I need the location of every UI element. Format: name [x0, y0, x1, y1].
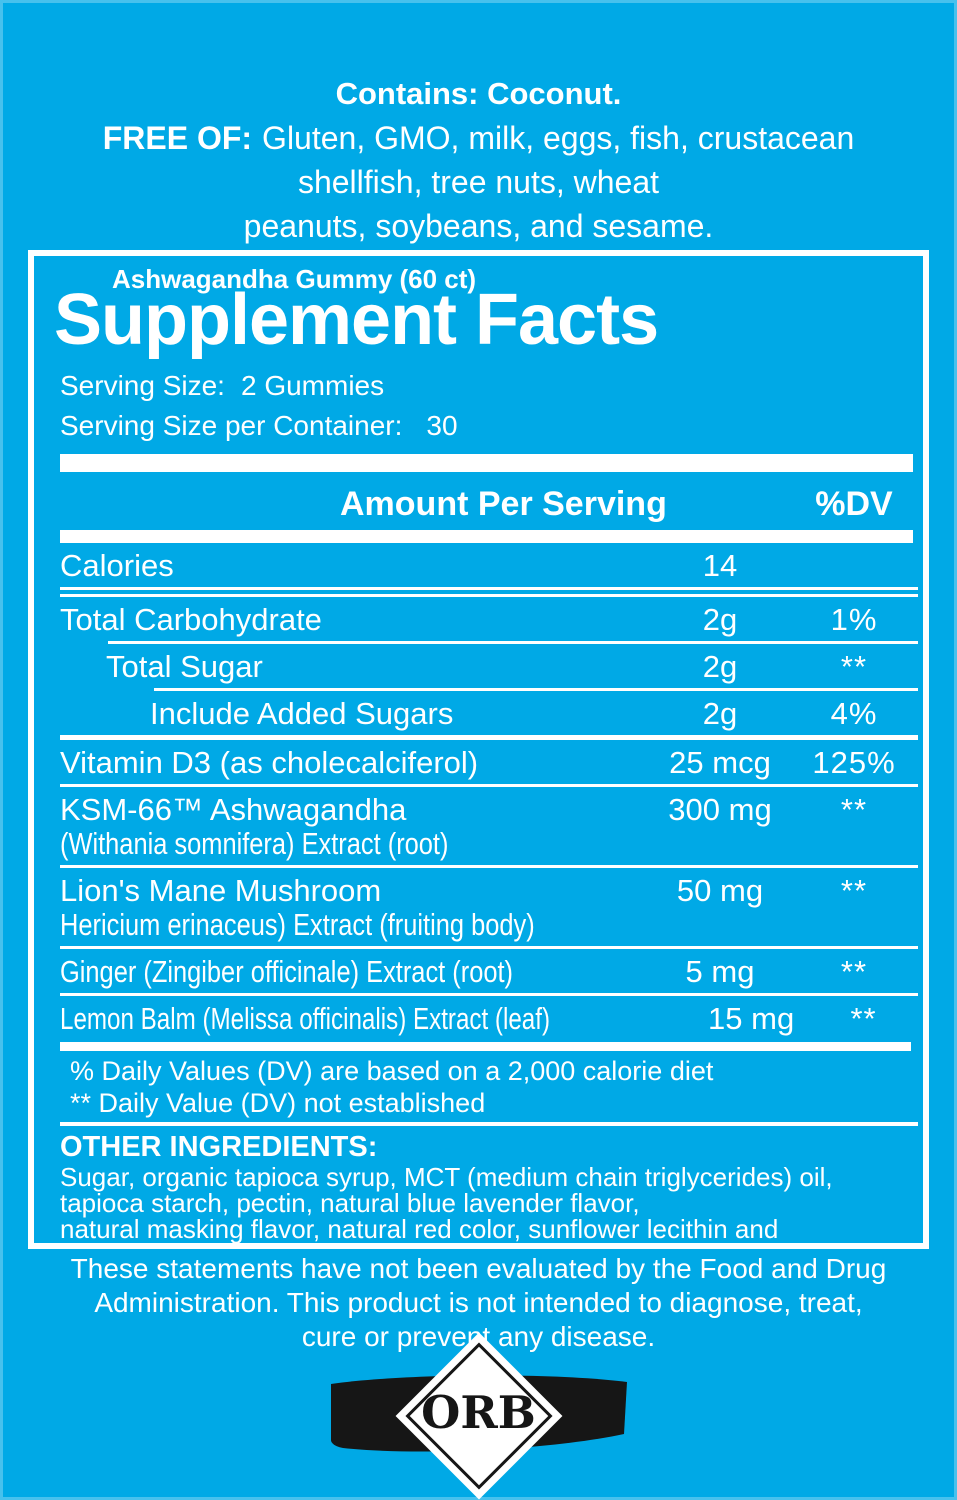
nutrient-row-total-sugar: Total Sugar 2g ** [60, 644, 913, 688]
nutrient-amount: 2g [702, 696, 738, 731]
other-ingredients-label: OTHER INGREDIENTS: [60, 1131, 378, 1163]
free-of-line-2: shellfish, tree nuts, wheat [297, 164, 660, 200]
free-of-label: FREE OF: [102, 120, 253, 156]
allergen-statement: Contains: Coconut. FREE OF: Gluten, GMO, … [0, 72, 957, 248]
serving-size-line: Serving Size: 2 Gummies [60, 370, 923, 402]
nutrient-dv: ** [840, 649, 868, 684]
nutrient-name: Total Carbohydrate [60, 602, 322, 637]
nutrient-name-line2: Hericium erinaceus) Extract (fruiting bo… [60, 907, 535, 942]
servings-per-container-value: 30 [426, 410, 458, 441]
nutrient-amount: 5 mg [685, 954, 755, 989]
other-ingredients-line: Sugar, organic tapioca syrup, MCT (mediu… [60, 1162, 833, 1192]
footnotes: % Daily Values (DV) are based on a 2,000… [70, 1055, 923, 1119]
nutrient-dv: ** [840, 954, 868, 989]
separator-indent-2 [154, 688, 918, 691]
nutrient-row-ginger: Ginger (Zingiber officinale) Extract (ro… [60, 949, 913, 993]
footnote-dv: % Daily Values (DV) are based on a 2,000… [70, 1056, 714, 1086]
header-amount-per-serving: Amount Per Serving [340, 485, 667, 523]
serving-size-value: 2 Gummies [240, 370, 385, 401]
nutrient-dv: 1% [830, 602, 878, 637]
nutrient-amount: 300 mg [668, 792, 772, 827]
logo-brand-text: ORB [421, 1386, 536, 1439]
nutrient-row-added-sugars: Include Added Sugars 2g 4% [60, 691, 913, 735]
table-bottom-bar [60, 1042, 911, 1051]
nutrient-row-total-carbohydrate: Total Carbohydrate 2g 1% [60, 597, 913, 641]
nutrient-amount: 2g [702, 649, 738, 684]
servings-per-container-line: Serving Size per Container: 30 [60, 410, 923, 442]
separator [60, 946, 918, 949]
nutrient-row-vitamin-d3: Vitamin D3 (as cholecalciferol) 25 mcg 1… [60, 740, 913, 784]
free-of-line-1: FREE OF: Gluten, GMO, milk, eggs, fish, c… [0, 116, 957, 160]
separator-double [60, 587, 918, 597]
separator-footnotes [60, 1122, 918, 1126]
nutrient-name: Total Sugar [106, 649, 263, 684]
other-ingredients-line: purified water. [60, 1242, 915, 1243]
free-of-line-3: peanuts, soybeans, and sesame. [243, 208, 714, 244]
nutrient-name: Calories [60, 548, 174, 583]
disclaimer-line-2: Administration. This product is not inte… [94, 1287, 863, 1318]
nutrient-dv: ** [840, 792, 868, 827]
separator-thick [60, 735, 918, 740]
nutrient-name: Include Added Sugars [150, 696, 454, 731]
orb-logo: ORB [0, 1338, 957, 1498]
free-of-rest: Gluten, GMO, milk, eggs, fish, crustacea… [262, 120, 855, 156]
separator [60, 865, 918, 868]
separator [60, 993, 918, 996]
nutrient-name: KSM-66™ Ashwagandha (Withania somnifera)… [60, 793, 645, 861]
header-bottom-bar [60, 530, 913, 543]
nutrient-name: Ginger (Zingiber officinale) Extract (ro… [60, 954, 514, 989]
nutrient-dv: ** [850, 1001, 877, 1036]
serving-size-label: Serving Size: [60, 370, 225, 401]
servings-per-container-label: Serving Size per Container: [60, 410, 403, 441]
nutrient-amount: 15 mg [708, 1001, 795, 1036]
nutrient-row-lions-mane: Lion's Mane Mushroom Hericium erinaceus)… [60, 868, 913, 946]
nutrient-amount: 50 mg [676, 873, 764, 908]
nutrient-dv: 125% [812, 745, 896, 780]
nutrient-row-calories: Calories 14 [60, 543, 913, 587]
nutrient-row-lemon-balm: Lemon Balm (Melissa officinalis) Extract… [60, 996, 913, 1040]
other-ingredients-line: tapioca starch, pectin, natural blue lav… [60, 1188, 640, 1218]
fda-disclaimer: These statements have not been evaluated… [0, 1252, 957, 1354]
header-top-bar [60, 454, 913, 472]
separator-indent-1 [108, 641, 918, 644]
other-ingredients-line: natural masking flavor, natural red colo… [60, 1214, 779, 1244]
nutrient-name: Lion's Mane Mushroom Hericium erinaceus)… [60, 874, 645, 942]
nutrient-amount: 2g [702, 602, 738, 637]
table-header: Amount Per Serving %DV [60, 478, 913, 530]
separator [60, 784, 918, 787]
header-dv: %DV [815, 485, 893, 523]
panel-title: Supplement Facts [54, 280, 659, 360]
nutrient-amount: 25 mcg [669, 745, 771, 780]
footnote-not-established: ** Daily Value (DV) not established [70, 1088, 486, 1118]
other-ingredients: OTHER INGREDIENTS: Sugar, organic tapioc… [60, 1130, 915, 1244]
disclaimer-line-1: These statements have not been evaluated… [70, 1253, 887, 1284]
nutrient-dv: 4% [830, 696, 878, 731]
nutrient-amount: 14 [702, 548, 738, 583]
contains-line: Contains: Coconut. [335, 76, 622, 111]
nutrient-dv: ** [840, 873, 868, 908]
product-name: Ashwagandha Gummy (60 ct) [112, 264, 477, 294]
nutrient-name: Vitamin D3 (as cholecalciferol) [60, 745, 479, 780]
supplement-facts-panel: Ashwagandha Gummy (60 ct) Supplement Fac… [28, 250, 929, 1249]
nutrient-name-line2: (Withania somnifera) Extract (root) [60, 826, 449, 861]
nutrient-row-ashwagandha: KSM-66™ Ashwagandha (Withania somnifera)… [60, 787, 913, 865]
nutrient-name: Lemon Balm (Melissa officinalis) Extract… [60, 1001, 551, 1036]
